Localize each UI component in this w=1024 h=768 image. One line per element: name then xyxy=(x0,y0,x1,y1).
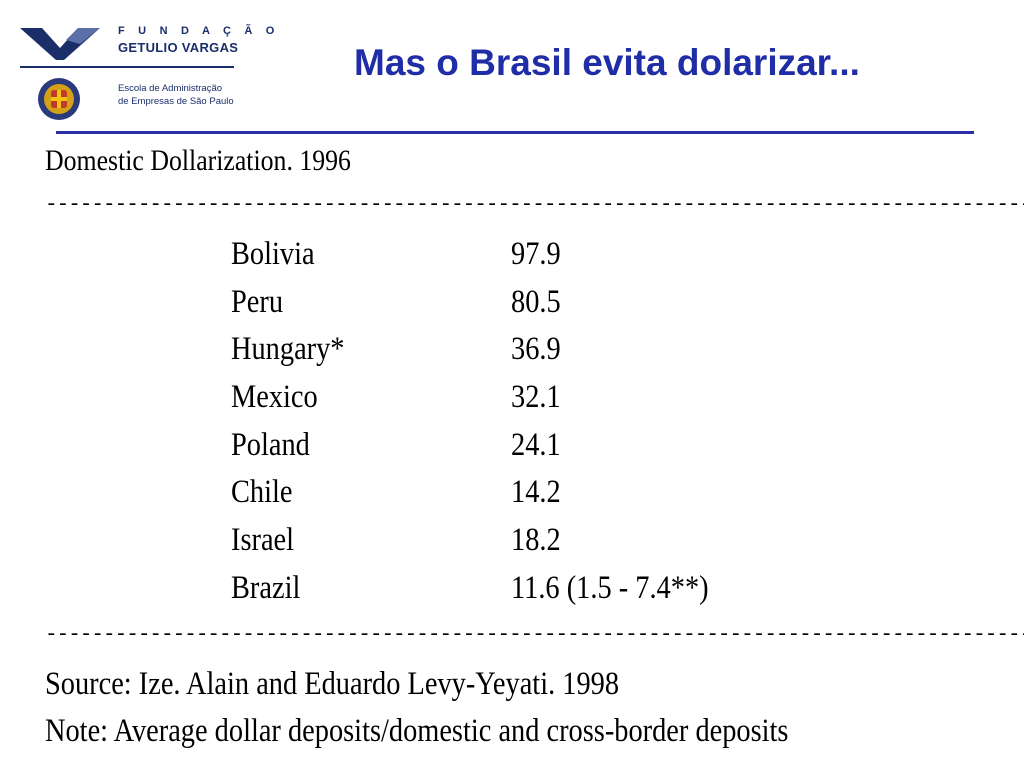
dollarization-value: 18.2 xyxy=(511,522,561,559)
table-row: Chile 14.2 xyxy=(0,474,1024,522)
title-underline xyxy=(56,131,974,134)
country-name: Peru xyxy=(231,283,284,320)
school-seal-icon xyxy=(38,78,80,120)
table-row: Mexico 32.1 xyxy=(0,379,1024,427)
logo-getulio-vargas-text: GETULIO VARGAS xyxy=(118,40,239,55)
table-separator-bottom: ----------------------------------------… xyxy=(45,625,1024,646)
country-name: Brazil xyxy=(231,569,301,606)
country-name: Mexico xyxy=(231,379,318,416)
dollarization-value: 80.5 xyxy=(511,283,561,320)
dollarization-value: 36.9 xyxy=(511,331,561,368)
table-heading: Domestic Dollarization. 1996 xyxy=(45,144,351,177)
table-row: Peru 80.5 xyxy=(0,284,1024,332)
logo-fundacao-text: F U N D A Ç Ã O xyxy=(118,25,280,37)
slide-title: Mas o Brasil evita dolarizar... xyxy=(354,42,860,83)
dollarization-value: 24.1 xyxy=(511,426,561,463)
country-name: Bolivia xyxy=(231,236,315,272)
fgv-logo: F U N D A Ç Ã O GETULIO VARGAS Escola de… xyxy=(20,22,274,122)
school-name-line2: de Empresas de São Paulo xyxy=(118,96,234,107)
country-name: Chile xyxy=(231,474,293,511)
dollarization-value: 11.6 (1.5 - 7.4**) xyxy=(511,569,709,606)
table-row: Hungary* 36.9 xyxy=(0,331,1024,379)
fgv-chevron-icon xyxy=(20,28,100,60)
logo-divider xyxy=(20,66,234,68)
country-name: Hungary* xyxy=(231,331,345,368)
dollarization-value: 97.9 xyxy=(511,236,561,272)
dollarization-value: 32.1 xyxy=(511,379,561,416)
footnote: Note: Average dollar deposits/domestic a… xyxy=(45,713,789,749)
school-name: Escola de Administração de Empresas de S… xyxy=(118,82,234,108)
dollarization-value: 14.2 xyxy=(511,474,561,511)
table-row: Brazil 11.6 (1.5 - 7.4**) xyxy=(0,570,1024,618)
table-row: Poland 24.1 xyxy=(0,427,1024,475)
table-row: Bolivia 97.9 xyxy=(0,236,1024,284)
table-separator-top: ----------------------------------------… xyxy=(45,195,1024,216)
dollarization-table: Bolivia 97.9 Peru 80.5 Hungary* 36.9 Mexico 32.… xyxy=(0,236,1024,618)
table-row: Israel 18.2 xyxy=(0,522,1024,570)
country-name: Israel xyxy=(231,522,295,559)
source-note: Source: Ize. Alain and Eduardo Levy-Yeya… xyxy=(45,666,620,702)
school-name-line1: Escola de Administração xyxy=(118,83,223,94)
country-name: Poland xyxy=(231,426,310,463)
